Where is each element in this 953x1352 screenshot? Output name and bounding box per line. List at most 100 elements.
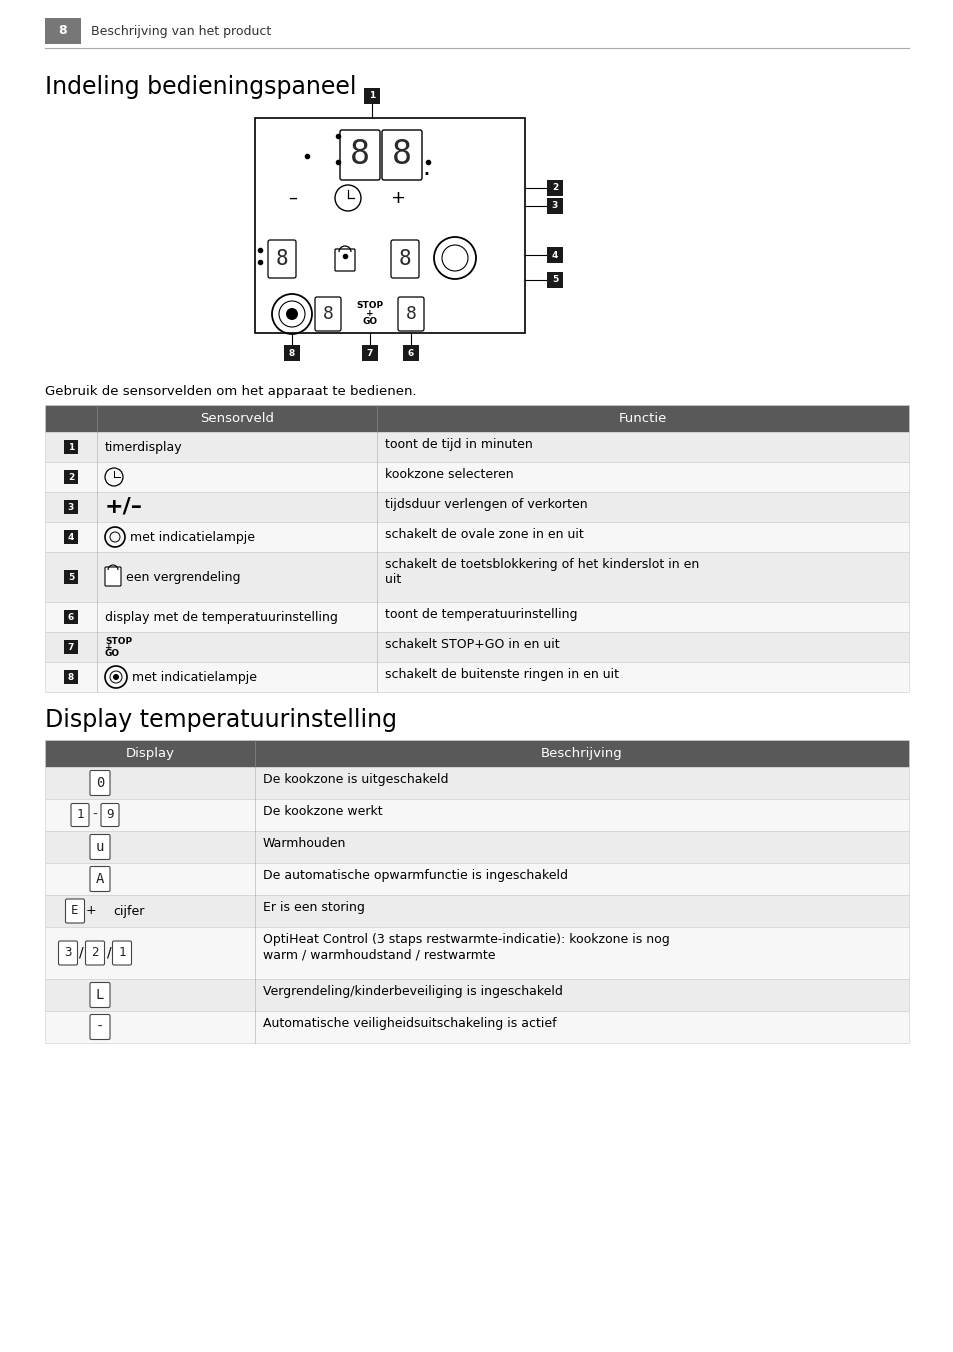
Text: De automatische opwarmfunctie is ingeschakeld: De automatische opwarmfunctie is ingesch… [263, 869, 567, 882]
Bar [45, 406, 908, 433]
Text: cijfer: cijfer [112, 904, 144, 918]
Bar [546, 272, 562, 288]
FancyBboxPatch shape [391, 241, 418, 279]
Text: -: - [92, 808, 97, 822]
Text: 5: 5 [68, 572, 74, 581]
Bar [45, 767, 908, 799]
Text: tijdsduur verlengen of verkorten: tijdsduur verlengen of verkorten [385, 498, 587, 511]
Text: Beschrijving: Beschrijving [540, 748, 622, 760]
Text: De kookzone werkt: De kookzone werkt [263, 804, 382, 818]
Text: /: / [107, 946, 112, 960]
Text: A: A [95, 872, 104, 886]
Text: Er is een storing: Er is een storing [263, 900, 364, 914]
Text: Indeling bedieningspaneel: Indeling bedieningspaneel [45, 74, 356, 99]
Text: +/–: +/– [105, 498, 143, 516]
Text: /: / [78, 946, 83, 960]
Text: Display temperatuurinstelling: Display temperatuurinstelling [45, 708, 396, 731]
Bar [64, 671, 78, 684]
Bar [45, 492, 908, 522]
Bar [45, 433, 908, 462]
Text: 3: 3 [68, 503, 74, 511]
Text: toont de tijd in minuten: toont de tijd in minuten [385, 438, 532, 452]
Bar [64, 571, 78, 584]
Text: 8: 8 [275, 249, 288, 269]
Text: een vergrendeling: een vergrendeling [126, 571, 240, 584]
Text: GO: GO [105, 649, 120, 657]
Bar [45, 863, 908, 895]
Text: 0: 0 [95, 776, 104, 790]
Text: –: – [288, 189, 297, 207]
Bar [64, 530, 78, 544]
Text: timerdisplay: timerdisplay [105, 441, 182, 453]
Text: 7: 7 [366, 349, 373, 357]
Text: 4: 4 [551, 250, 558, 260]
Text: 3: 3 [551, 201, 558, 211]
Text: 8: 8 [59, 24, 68, 38]
Text: 6: 6 [408, 349, 414, 357]
Text: 1: 1 [68, 442, 74, 452]
Text: 9: 9 [106, 808, 113, 822]
Text: 8: 8 [289, 349, 294, 357]
FancyBboxPatch shape [112, 941, 132, 965]
Bar [402, 345, 418, 361]
Text: De kookzone is uitgeschakeld: De kookzone is uitgeschakeld [263, 773, 448, 786]
Text: 2: 2 [68, 472, 74, 481]
Text: met indicatielampje: met indicatielampje [132, 671, 256, 684]
FancyBboxPatch shape [90, 834, 110, 860]
FancyBboxPatch shape [105, 566, 121, 585]
Bar [45, 740, 908, 767]
Bar [64, 470, 78, 484]
Text: met indicatielampje: met indicatielampje [130, 530, 254, 544]
Bar [45, 927, 908, 979]
Text: schakelt STOP+GO in en uit: schakelt STOP+GO in en uit [385, 638, 559, 652]
Text: toont de temperatuurinstelling: toont de temperatuurinstelling [385, 608, 577, 621]
Text: 6: 6 [68, 612, 74, 622]
FancyBboxPatch shape [71, 803, 89, 826]
Text: kookzone selecteren: kookzone selecteren [385, 468, 513, 481]
Bar [361, 345, 377, 361]
Text: u: u [95, 840, 104, 854]
Bar [45, 602, 908, 631]
Text: Functie: Functie [618, 412, 666, 425]
Text: L: L [95, 988, 104, 1002]
Text: 1: 1 [369, 92, 375, 100]
Circle shape [286, 308, 297, 320]
Text: +: + [105, 642, 112, 652]
Bar [284, 345, 299, 361]
FancyBboxPatch shape [397, 297, 423, 331]
Text: 2: 2 [91, 946, 99, 960]
Text: 8: 8 [398, 249, 411, 269]
FancyBboxPatch shape [90, 1014, 110, 1040]
Text: Warmhouden: Warmhouden [263, 837, 346, 850]
Bar [45, 831, 908, 863]
Bar [45, 462, 908, 492]
FancyBboxPatch shape [86, 941, 105, 965]
Bar [364, 88, 379, 104]
Text: Automatische veiligheidsuitschakeling is actief: Automatische veiligheidsuitschakeling is… [263, 1017, 556, 1030]
Text: 7: 7 [68, 642, 74, 652]
Text: 2: 2 [551, 184, 558, 192]
Text: STOP: STOP [356, 301, 383, 311]
Text: -: - [95, 1019, 104, 1034]
Bar [546, 180, 562, 196]
FancyBboxPatch shape [101, 803, 119, 826]
Bar [45, 799, 908, 831]
Text: Vergrendeling/kinderbeveiliging is ingeschakeld: Vergrendeling/kinderbeveiliging is inges… [263, 986, 562, 998]
Text: +: + [366, 308, 374, 318]
Bar [45, 18, 81, 45]
Bar [45, 552, 908, 602]
FancyBboxPatch shape [268, 241, 295, 279]
Text: 8: 8 [405, 306, 416, 323]
Circle shape [112, 675, 119, 680]
FancyBboxPatch shape [90, 771, 110, 795]
FancyBboxPatch shape [381, 130, 421, 180]
Text: .: . [421, 155, 430, 180]
Bar [45, 631, 908, 662]
FancyBboxPatch shape [314, 297, 340, 331]
Text: 8: 8 [350, 138, 370, 172]
Text: STOP: STOP [105, 637, 132, 645]
Text: schakelt de buitenste ringen in en uit: schakelt de buitenste ringen in en uit [385, 668, 618, 681]
FancyBboxPatch shape [90, 867, 110, 891]
Bar [254, 118, 524, 333]
Text: schakelt de ovale zone in en uit: schakelt de ovale zone in en uit [385, 529, 583, 541]
